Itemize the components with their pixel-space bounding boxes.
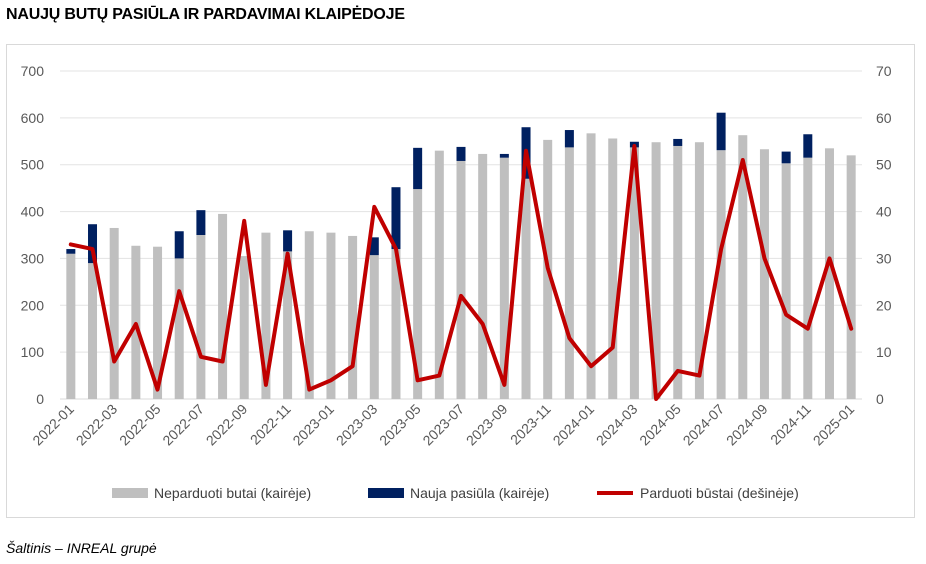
bar-new-supply xyxy=(456,146,466,161)
legend-label-new-supply: Nauja pasiūla (kairėje) xyxy=(410,485,549,501)
bar-unsold xyxy=(304,231,314,399)
bar-unsold xyxy=(391,249,401,399)
legend-swatch-new-supply xyxy=(368,488,404,498)
bar-new-supply xyxy=(66,249,76,254)
bar-unsold xyxy=(759,149,769,399)
bar-new-supply xyxy=(781,151,791,164)
x-tick-label: 2024-11 xyxy=(767,401,814,448)
x-tick-label: 2023-09 xyxy=(463,401,511,449)
bar-unsold xyxy=(651,142,661,400)
legend-swatch-unsold xyxy=(112,488,148,498)
bar-unsold xyxy=(608,138,618,399)
x-tick-label: 2022-07 xyxy=(159,401,207,449)
x-tick-label: 2022-05 xyxy=(116,401,164,449)
x-tick-label: 2023-05 xyxy=(376,401,424,449)
bar-unsold xyxy=(218,213,228,399)
bar-new-supply xyxy=(391,187,401,250)
bar-unsold xyxy=(564,147,574,399)
bar-unsold xyxy=(803,157,813,399)
bar-unsold xyxy=(283,251,293,399)
bar-unsold xyxy=(348,235,358,399)
bar-unsold xyxy=(521,178,531,399)
bar-unsold xyxy=(261,232,271,399)
legend-label-unsold: Neparduoti butai (kairėje) xyxy=(154,485,311,501)
x-tick-label: 2024-09 xyxy=(723,401,771,449)
x-tick-label: 2024-05 xyxy=(636,401,684,449)
sold-line xyxy=(68,144,854,401)
source-note: Šaltinis – INREAL grupė xyxy=(6,540,157,556)
y-right-tick-label: 20 xyxy=(876,297,892,313)
x-tick-label: 2022-09 xyxy=(203,401,251,449)
bar-unsold xyxy=(66,253,76,399)
y-left-tick-label: 500 xyxy=(21,157,45,173)
bar-unsold xyxy=(673,145,683,399)
y-right-tick-label: 30 xyxy=(876,250,892,266)
bar-unsold xyxy=(456,160,466,399)
y-right-tick-label: 0 xyxy=(876,391,884,407)
bar-unsold xyxy=(326,232,336,399)
y-left-tick-label: 600 xyxy=(21,110,45,126)
bar-unsold xyxy=(738,135,748,400)
x-tick-label: 2023-07 xyxy=(419,401,467,449)
x-tick-label: 2023-01 xyxy=(289,401,337,449)
x-tick-label: 2024-07 xyxy=(680,401,728,449)
bar-new-supply xyxy=(673,138,683,146)
x-tick-label: 2025-01 xyxy=(810,401,858,449)
y-left-tick-label: 700 xyxy=(21,63,45,79)
y-left-tick-label: 400 xyxy=(21,204,45,220)
y-right-tick-label: 50 xyxy=(876,157,892,173)
bar-unsold xyxy=(499,157,509,399)
x-tick-label: 2024-03 xyxy=(593,401,641,449)
x-tick-label: 2023-03 xyxy=(333,401,381,449)
bar-unsold xyxy=(629,147,639,399)
legend-label-sold: Parduoti būstai (dešinėje) xyxy=(640,485,799,501)
y-left-tick-label: 200 xyxy=(21,297,45,313)
y-left-tick-label: 0 xyxy=(36,391,44,407)
y-right-tick-label: 10 xyxy=(876,344,892,360)
chart-title: NAUJŲ BUTŲ PASIŪLA IR PARDAVIMAI KLAIPĖD… xyxy=(6,6,405,23)
bar-unsold xyxy=(434,150,444,399)
bar-unsold xyxy=(174,258,184,399)
bar-unsold xyxy=(153,246,163,399)
bar-unsold xyxy=(694,142,704,400)
x-tick-label: 2022-01 xyxy=(29,401,77,449)
bar-unsold xyxy=(413,189,423,399)
bar-unsold xyxy=(196,235,206,399)
x-tick-label: 2024-01 xyxy=(550,401,598,449)
bar-unsold xyxy=(824,148,834,399)
bar-unsold xyxy=(239,256,249,399)
x-tick-label: 2023-11 xyxy=(507,401,554,448)
y-left-tick-label: 300 xyxy=(21,250,45,266)
bar-unsold xyxy=(478,153,488,399)
bar-new-supply xyxy=(716,112,726,151)
bar-new-supply xyxy=(174,231,184,259)
bar-unsold xyxy=(716,150,726,399)
bar-unsold xyxy=(781,163,791,399)
bar-new-supply xyxy=(564,130,574,148)
bar-new-supply xyxy=(803,134,813,158)
y-left-tick-label: 100 xyxy=(21,344,45,360)
bar-unsold xyxy=(586,133,596,399)
bar-new-supply xyxy=(413,147,423,190)
bar-new-supply xyxy=(283,230,293,252)
bar-new-supply xyxy=(88,224,98,264)
bar-new-supply xyxy=(196,210,206,235)
bar-new-supply xyxy=(369,237,379,256)
x-tick-label: 2022-11 xyxy=(247,401,294,448)
y-right-tick-label: 60 xyxy=(876,110,892,126)
y-right-tick-label: 70 xyxy=(876,63,892,79)
x-tick-label: 2022-03 xyxy=(73,401,121,449)
bar-unsold xyxy=(369,255,379,399)
bar-unsold xyxy=(109,227,119,399)
y-right-tick-label: 40 xyxy=(876,204,892,220)
bar-new-supply xyxy=(499,153,509,158)
bar-unsold xyxy=(846,155,856,399)
bar-unsold xyxy=(88,263,98,399)
